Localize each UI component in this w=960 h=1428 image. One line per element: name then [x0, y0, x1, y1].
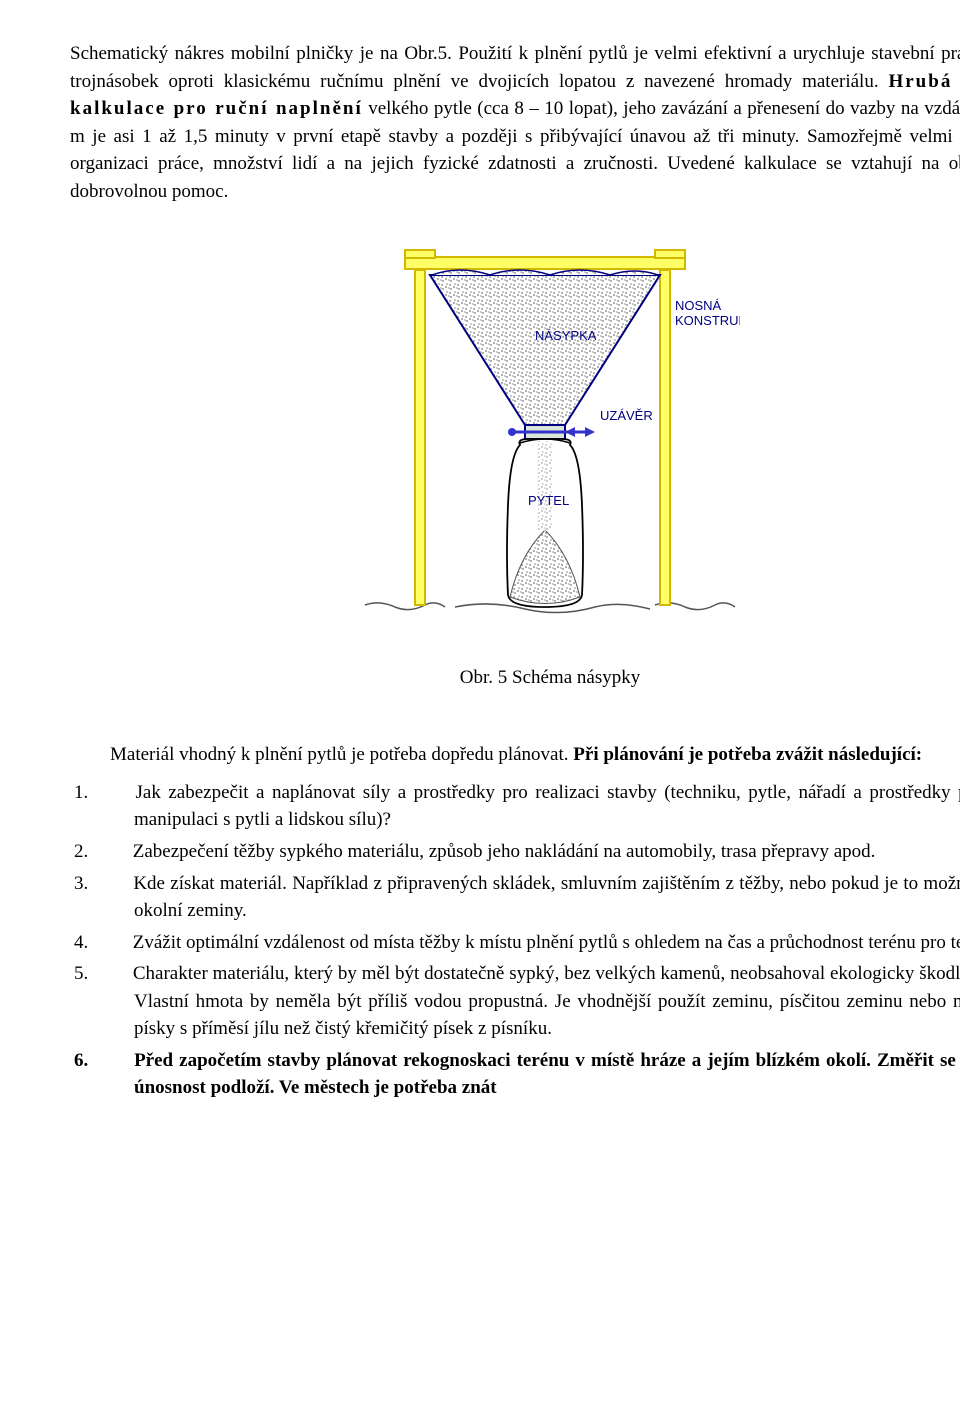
planning-list: 1. Jak zabezpečit a naplánovat síly a pr…: [70, 779, 960, 1102]
list-item-text: Zabezpečení těžby sypkého materiálu, způ…: [133, 841, 876, 862]
label-nosna1: NOSNÁ: [675, 298, 722, 313]
intro-text-a: Schematický nákres mobilní plničky je na…: [70, 43, 960, 92]
list-item: 1. Jak zabezpečit a naplánovat síly a pr…: [128, 779, 960, 834]
label-pytel: PYTEL: [528, 493, 569, 508]
list-item-text: Před započetím stavby plánovat rekognosk…: [134, 1050, 960, 1099]
list-item-text: Charakter materiálu, který by měl být do…: [133, 963, 960, 1039]
label-nasypka: NÁSYPKA: [535, 328, 597, 343]
hopper-diagram: NÁSYPKA NOSNÁ KONSTRUKCE UZÁVĚR PYTEL: [70, 235, 960, 644]
planning-text-a: Materiál vhodný k plnění pytlů je potřeb…: [110, 744, 569, 765]
list-item-text: Kde získat materiál. Například z připrav…: [133, 873, 960, 922]
list-item-text: Jak zabezpečit a naplánovat síly a prost…: [134, 782, 960, 831]
list-item-text: Zvážit optimální vzdálenost od místa těž…: [133, 932, 960, 953]
list-item: 4. Zvážit optimální vzdálenost od místa …: [128, 929, 960, 957]
label-nosna2: KONSTRUKCE: [675, 313, 740, 328]
figure-caption: Obr. 5 Schéma násypky: [70, 664, 960, 692]
list-item: 6. Před započetím stavby plánovat rekogn…: [128, 1047, 960, 1102]
planning-paragraph: Materiál vhodný k plnění pytlů je potřeb…: [70, 741, 960, 769]
list-item: 2. Zabezpečení těžby sypkého materiálu, …: [128, 838, 960, 866]
planning-text-b: Při plánování je potřeba zvážit následuj…: [573, 744, 922, 765]
list-item: 3. Kde získat materiál. Například z přip…: [128, 870, 960, 925]
list-item: 5. Charakter materiálu, který by měl být…: [128, 960, 960, 1043]
intro-paragraph: Schematický nákres mobilní plničky je na…: [70, 40, 960, 205]
label-uzaver: UZÁVĚR: [600, 408, 653, 423]
